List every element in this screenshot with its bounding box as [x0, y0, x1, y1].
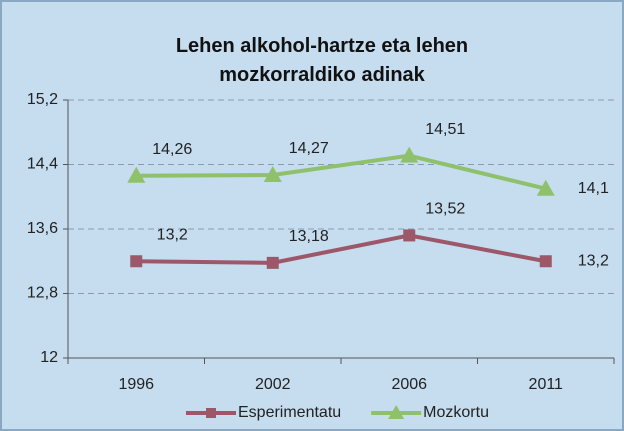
data-label: 14,26 — [152, 141, 192, 158]
y-tick-label: 15,2 — [27, 91, 58, 108]
data-point — [539, 255, 552, 268]
series-line — [136, 153, 547, 191]
series-line — [136, 233, 547, 265]
data-point — [266, 256, 279, 269]
data-point — [400, 146, 419, 163]
y-tick-label: 12,8 — [27, 285, 58, 302]
x-tick-label: 2006 — [391, 376, 427, 393]
data-label: 13,2 — [157, 226, 188, 243]
y-tick-label: 14,4 — [27, 156, 58, 173]
data-label: 14,27 — [289, 140, 329, 157]
legend-label: Esperimentatu — [238, 404, 341, 421]
y-tick-label: 12 — [40, 349, 58, 366]
data-point — [263, 165, 282, 182]
data-label: 13,52 — [425, 201, 465, 218]
data-point — [127, 166, 146, 183]
data-label: 13,18 — [289, 228, 329, 245]
x-tick-label: 1996 — [118, 376, 154, 393]
data-point — [536, 179, 555, 196]
data-label: 14,1 — [578, 180, 609, 197]
data-label: 13,2 — [578, 252, 609, 269]
data-point — [130, 255, 143, 268]
x-tick-label: 2002 — [255, 376, 291, 393]
x-tick-label: 2011 — [529, 376, 564, 393]
legend-marker — [206, 408, 216, 418]
data-point — [403, 229, 416, 242]
data-label: 14,51 — [425, 121, 465, 138]
legend-label: Mozkortu — [423, 404, 489, 421]
y-tick-label: 13,6 — [27, 220, 58, 237]
legend-marker — [388, 405, 405, 419]
chart-title: Lehen alkohol-hartze eta lehen mozkorral… — [175, 35, 469, 86]
